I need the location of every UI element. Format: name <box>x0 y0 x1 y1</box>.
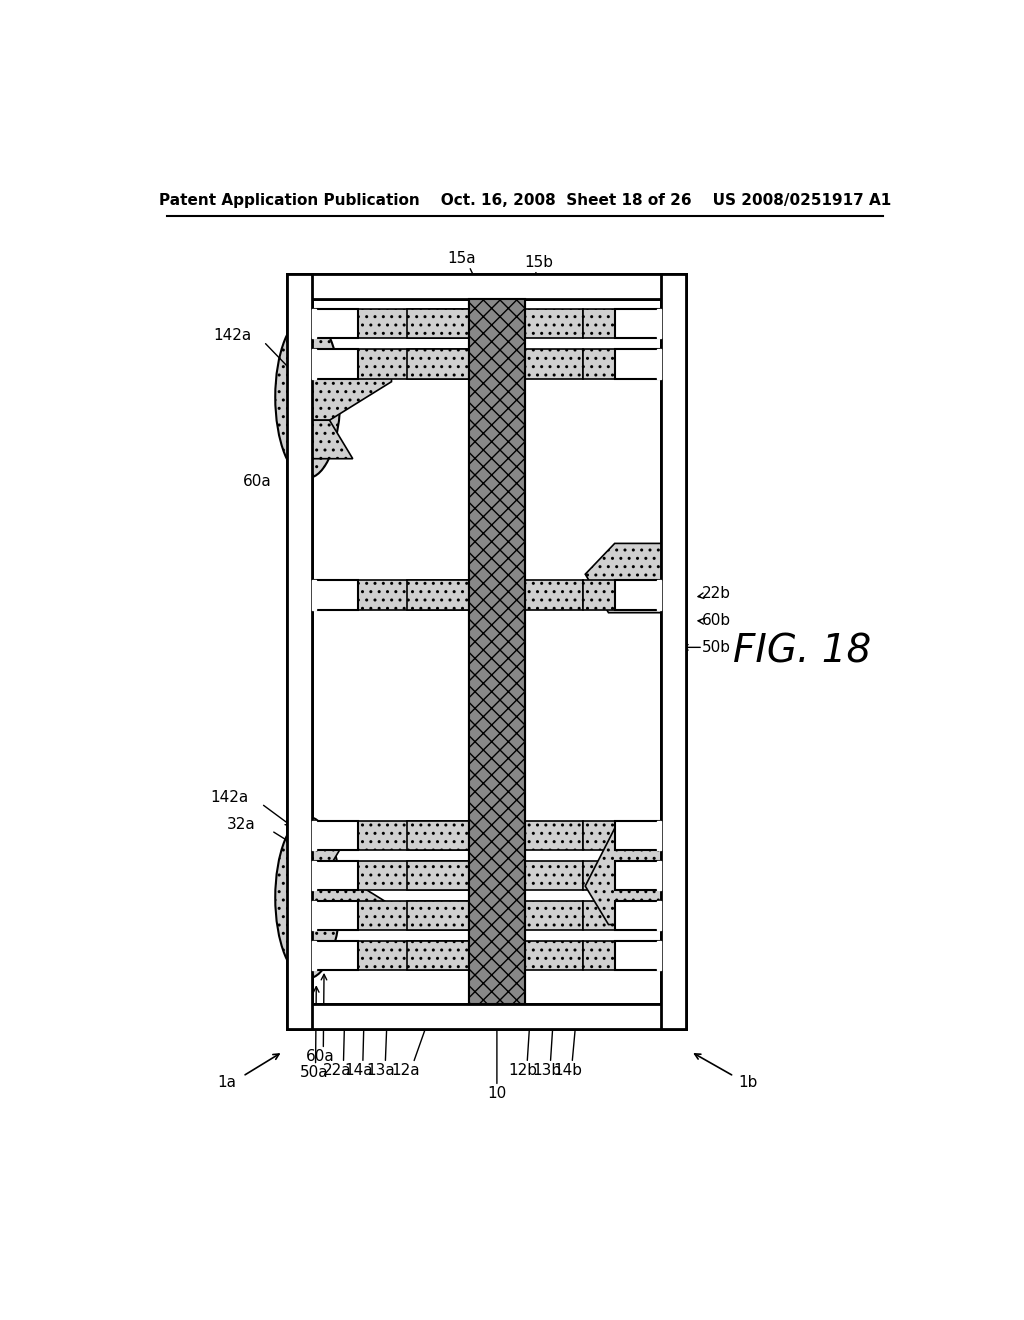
Bar <box>662 275 686 1028</box>
Bar <box>614 581 662 610</box>
Bar <box>657 900 662 929</box>
Bar <box>524 309 583 338</box>
Bar <box>657 861 662 890</box>
Text: 60a: 60a <box>306 1049 335 1064</box>
Bar <box>311 350 358 379</box>
Bar <box>407 861 469 890</box>
Text: 60a: 60a <box>243 474 271 490</box>
Bar <box>614 941 662 970</box>
Text: Patent Application Publication    Oct. 16, 2008  Sheet 18 of 26    US 2008/02519: Patent Application Publication Oct. 16, … <box>159 193 891 209</box>
Bar <box>614 900 662 929</box>
Text: 13a: 13a <box>367 1063 395 1078</box>
Text: 142a: 142a <box>214 327 252 343</box>
Bar <box>407 821 469 850</box>
Bar <box>614 821 662 850</box>
Bar <box>311 581 315 610</box>
Bar <box>311 821 315 850</box>
Bar <box>356 941 469 970</box>
Bar <box>311 900 315 929</box>
Polygon shape <box>586 544 662 612</box>
Bar <box>657 581 662 610</box>
Bar <box>524 581 583 610</box>
Bar <box>287 1003 686 1028</box>
Bar <box>524 941 583 970</box>
Bar <box>583 581 645 610</box>
Bar <box>287 275 686 298</box>
Text: 1b: 1b <box>738 1074 758 1090</box>
Bar <box>356 309 469 338</box>
Bar <box>407 900 469 929</box>
Bar <box>657 941 662 970</box>
Text: 14a: 14a <box>345 1063 374 1078</box>
Text: 50b: 50b <box>701 640 730 655</box>
Bar <box>583 821 645 850</box>
Bar <box>614 350 662 379</box>
Text: 1a: 1a <box>218 1074 237 1090</box>
Bar <box>287 275 686 298</box>
Bar <box>583 941 645 970</box>
Bar <box>311 861 315 890</box>
Text: 15a: 15a <box>446 251 475 267</box>
Bar <box>524 861 583 890</box>
Bar <box>356 821 469 850</box>
Bar <box>287 275 311 1028</box>
Bar <box>356 350 469 379</box>
Bar <box>311 309 315 338</box>
Bar <box>469 298 524 1003</box>
Bar <box>614 309 662 338</box>
Text: 60b: 60b <box>701 612 731 628</box>
Bar <box>356 900 469 929</box>
Bar <box>311 861 358 890</box>
Polygon shape <box>311 867 391 924</box>
Bar <box>583 900 645 929</box>
Polygon shape <box>311 363 391 420</box>
Text: 13b: 13b <box>531 1063 561 1078</box>
Bar <box>311 581 358 610</box>
Bar <box>287 1003 686 1028</box>
Bar <box>311 941 315 970</box>
Text: 142a: 142a <box>210 789 248 805</box>
Polygon shape <box>311 829 352 867</box>
Text: 50a: 50a <box>300 1065 329 1081</box>
Bar <box>524 821 583 850</box>
Text: 32a: 32a <box>227 817 256 832</box>
Text: 12b: 12b <box>509 1063 538 1078</box>
Text: 10: 10 <box>487 1086 507 1101</box>
Bar <box>662 275 686 1028</box>
Bar <box>311 900 358 929</box>
Bar <box>469 298 524 1003</box>
Bar <box>614 861 662 890</box>
Bar <box>287 275 311 1028</box>
Bar <box>583 861 645 890</box>
Text: 22a: 22a <box>323 1063 351 1078</box>
Text: 14b: 14b <box>554 1063 583 1078</box>
Bar <box>407 309 469 338</box>
Bar <box>356 581 469 610</box>
Bar <box>524 350 583 379</box>
Bar <box>356 861 469 890</box>
Bar <box>407 350 469 379</box>
Polygon shape <box>586 829 662 924</box>
Bar <box>524 900 583 929</box>
Bar <box>657 309 662 338</box>
Bar <box>311 350 315 379</box>
Bar <box>657 821 662 850</box>
Bar <box>583 309 645 338</box>
Bar <box>407 581 469 610</box>
Bar <box>311 941 358 970</box>
Bar <box>311 309 358 338</box>
Text: 12a: 12a <box>391 1063 420 1078</box>
Ellipse shape <box>275 317 340 478</box>
Bar <box>583 350 645 379</box>
Bar <box>657 350 662 379</box>
Ellipse shape <box>275 817 340 978</box>
Bar <box>407 941 469 970</box>
Text: 15b: 15b <box>524 255 553 269</box>
Bar <box>311 821 358 850</box>
Polygon shape <box>311 420 352 459</box>
Text: 22b: 22b <box>701 586 730 601</box>
Text: FIG. 18: FIG. 18 <box>733 632 871 671</box>
